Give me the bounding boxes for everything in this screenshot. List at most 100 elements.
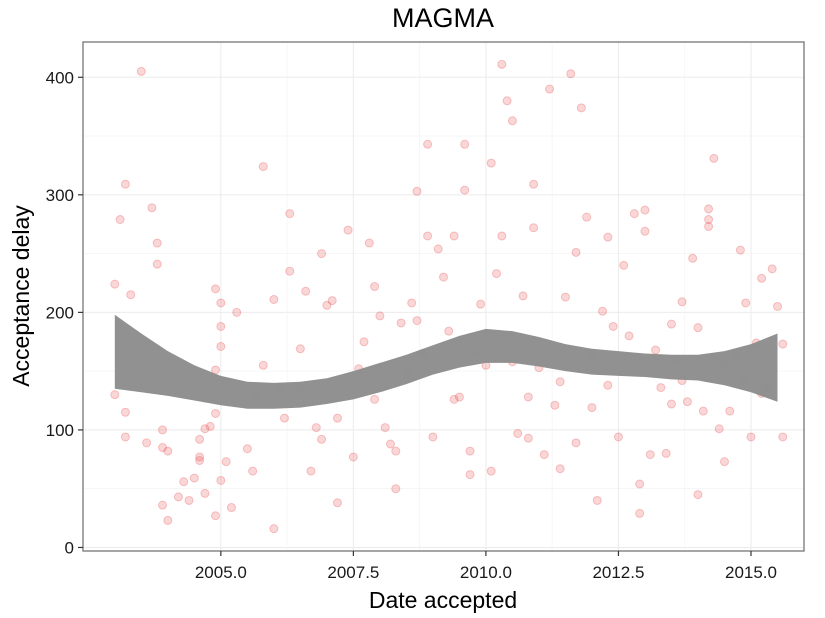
data-point xyxy=(640,205,650,215)
data-point xyxy=(195,434,205,444)
data-point xyxy=(651,345,661,355)
data-point xyxy=(158,443,168,453)
data-point xyxy=(184,495,194,505)
data-point xyxy=(248,466,258,476)
data-point xyxy=(666,319,676,329)
data-point xyxy=(449,394,459,404)
data-point xyxy=(460,185,470,195)
data-point xyxy=(195,455,205,465)
data-point xyxy=(523,433,533,443)
data-point xyxy=(269,524,279,534)
data-point xyxy=(688,253,698,263)
data-point xyxy=(492,269,502,279)
data-point xyxy=(640,226,650,236)
data-point xyxy=(343,225,353,235)
data-point xyxy=(359,337,369,347)
y-tick-label: 0 xyxy=(65,538,74,557)
data-point xyxy=(370,282,380,292)
data-point xyxy=(110,279,120,289)
data-point xyxy=(587,403,597,413)
data-point xyxy=(269,294,279,304)
data-point xyxy=(375,311,385,321)
data-point xyxy=(385,439,395,449)
data-point xyxy=(497,59,507,69)
data-point xyxy=(497,231,507,241)
data-point xyxy=(211,408,221,418)
plot-border xyxy=(82,41,805,552)
data-point xyxy=(555,464,565,474)
data-point xyxy=(211,511,221,521)
data-point xyxy=(661,448,671,458)
data-point xyxy=(619,260,629,270)
data-point xyxy=(216,321,226,331)
data-point xyxy=(539,450,549,460)
data-point xyxy=(205,421,215,431)
data-point xyxy=(232,307,242,317)
data-point xyxy=(624,331,634,341)
data-point xyxy=(412,316,422,326)
data-point xyxy=(709,153,719,163)
data-point xyxy=(311,423,321,433)
data-point xyxy=(322,300,332,310)
data-point xyxy=(332,498,342,508)
data-point xyxy=(608,321,618,331)
data-point xyxy=(502,96,512,106)
data-point xyxy=(226,503,236,513)
data-point xyxy=(152,238,162,248)
x-tick-label: 2007.5 xyxy=(327,563,379,582)
x-tick-label: 2010.0 xyxy=(460,563,512,582)
y-tick-label: 200 xyxy=(46,303,74,322)
data-point xyxy=(216,298,226,308)
data-point xyxy=(772,301,782,311)
data-point xyxy=(682,397,692,407)
data-point xyxy=(115,215,125,225)
y-axis-ticks: 0 100 200 300 400 xyxy=(46,68,83,557)
data-point xyxy=(258,162,268,172)
x-tick-label: 2015.0 xyxy=(725,563,777,582)
data-point xyxy=(152,259,162,269)
y-axis-title: Acceptance delay xyxy=(8,205,34,387)
data-point xyxy=(216,475,226,485)
data-point xyxy=(279,413,289,423)
data-point xyxy=(428,432,438,442)
data-point xyxy=(147,203,157,213)
data-point xyxy=(380,423,390,433)
data-point xyxy=(778,432,788,442)
data-point xyxy=(258,360,268,370)
data-point xyxy=(120,432,130,442)
data-point xyxy=(603,232,613,242)
data-point xyxy=(693,490,703,500)
data-point xyxy=(741,298,751,308)
data-point xyxy=(200,488,210,498)
y-tick-label: 400 xyxy=(46,68,74,87)
data-point xyxy=(396,318,406,328)
data-point xyxy=(555,377,565,387)
data-point xyxy=(635,508,645,518)
data-point xyxy=(158,500,168,510)
data-point xyxy=(571,438,581,448)
data-point xyxy=(725,406,735,416)
data-point xyxy=(507,116,517,126)
data-point xyxy=(444,326,454,336)
data-point xyxy=(719,457,729,467)
data-point xyxy=(460,139,470,149)
data-point xyxy=(110,390,120,400)
y-tick-label: 300 xyxy=(46,186,74,205)
x-tick-label: 2005.0 xyxy=(195,563,247,582)
data-point xyxy=(635,479,645,489)
data-point xyxy=(704,222,714,232)
y-tick-label: 100 xyxy=(46,421,74,440)
data-point xyxy=(189,473,199,483)
data-point xyxy=(454,392,464,402)
data-point xyxy=(613,432,623,442)
x-tick-label: 2012.5 xyxy=(592,563,644,582)
data-point xyxy=(163,446,173,456)
data-point xyxy=(465,446,475,456)
data-point xyxy=(370,394,380,404)
data-point xyxy=(714,424,724,434)
data-point xyxy=(423,231,433,241)
data-point xyxy=(142,438,152,448)
data-point xyxy=(136,66,146,76)
data-point xyxy=(576,103,586,113)
